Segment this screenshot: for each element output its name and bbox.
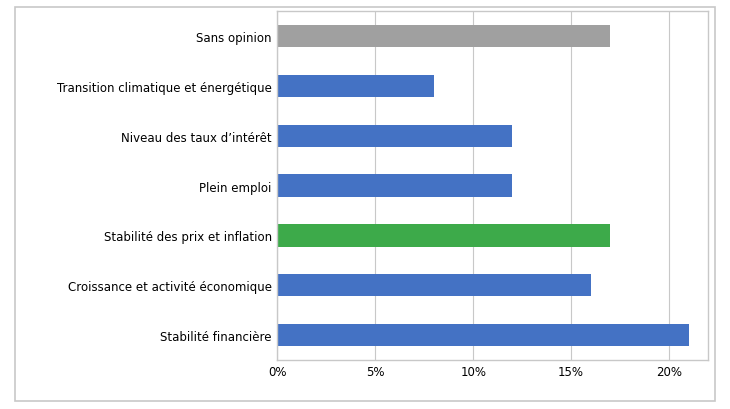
Bar [277,225,610,247]
Bar [277,274,591,297]
Bar [277,175,512,197]
Bar [277,26,610,48]
Bar [277,324,688,346]
Bar [277,125,512,148]
Bar [277,76,434,98]
